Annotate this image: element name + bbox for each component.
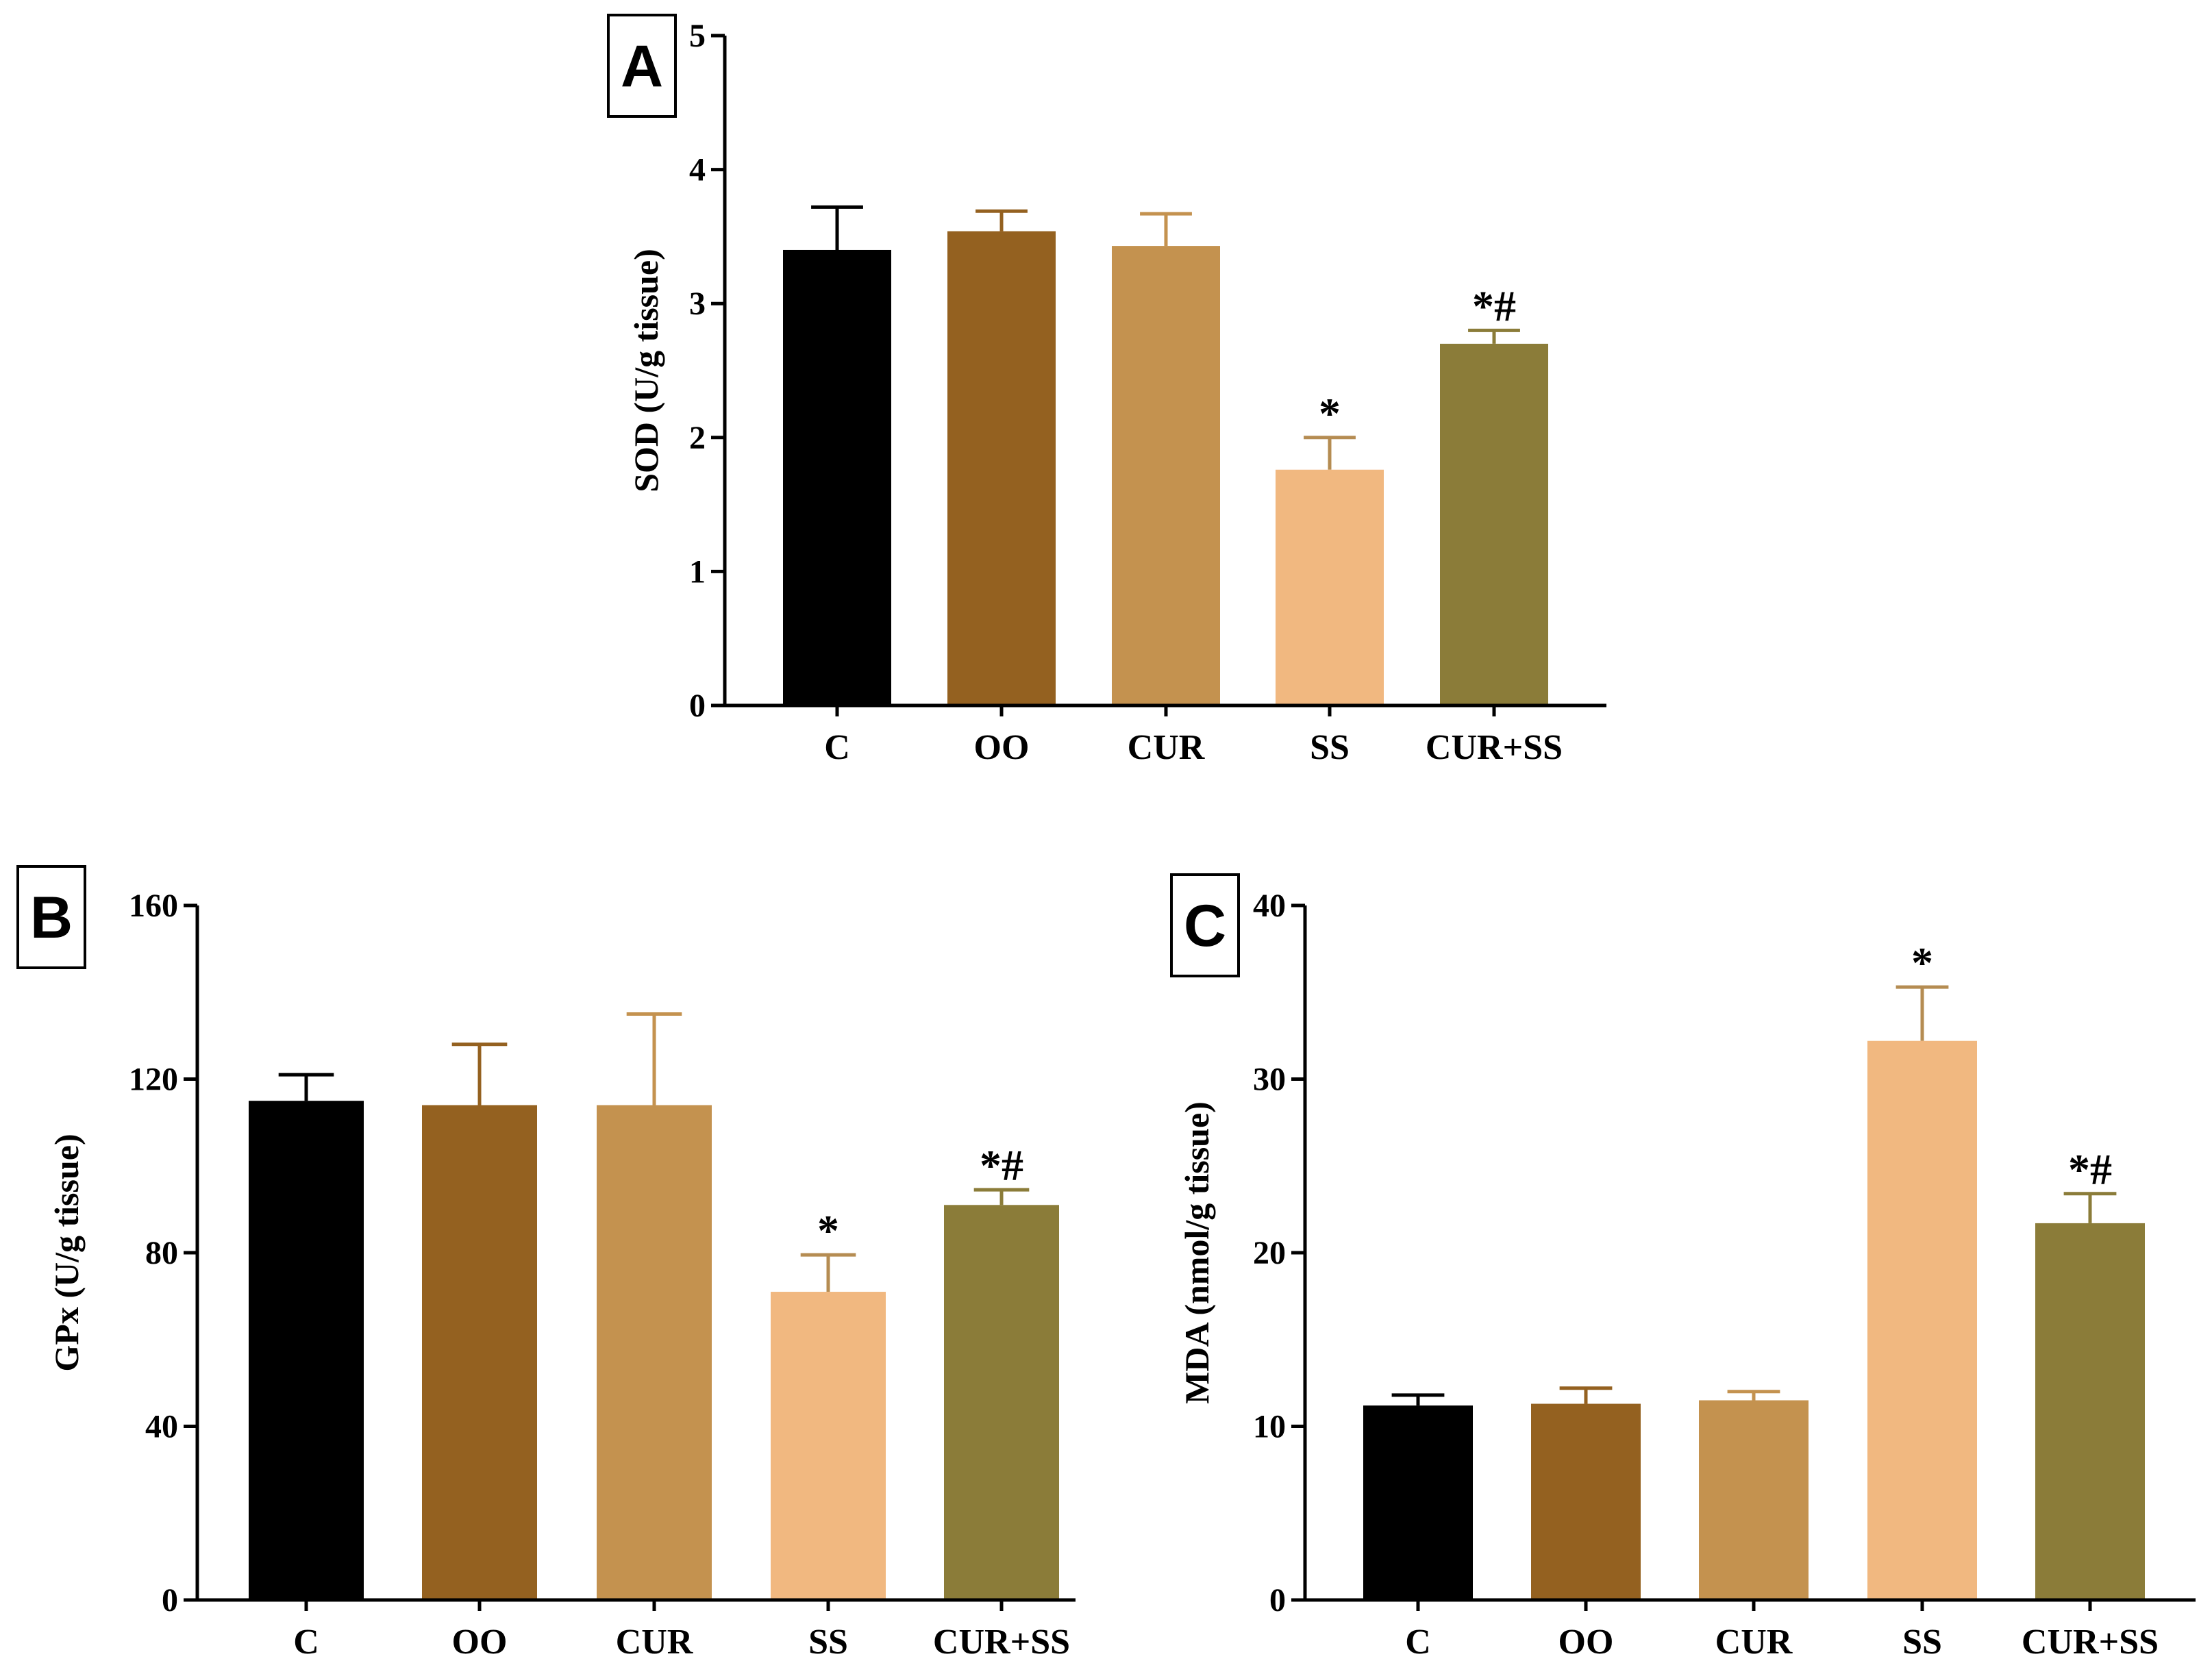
y-tick-label: 10 bbox=[1253, 1409, 1286, 1445]
bar bbox=[947, 231, 1056, 705]
chart-panel-c: C OO CUR * SS *# CUR+SS 0 10 20 30 40 MDA (nmol/g ti… bbox=[1170, 873, 2196, 1662]
y-tick-label: 30 bbox=[1253, 1062, 1286, 1098]
y-tick-label: 0 bbox=[162, 1582, 178, 1618]
y-tick-label: 4 bbox=[689, 152, 706, 188]
category-label: CUR+SS bbox=[2022, 1623, 2159, 1662]
category-label: SS bbox=[1310, 728, 1350, 767]
y-tick-label: 80 bbox=[145, 1235, 178, 1271]
bar bbox=[249, 1101, 364, 1600]
significance-label: * bbox=[1911, 938, 1933, 987]
category-label: SS bbox=[808, 1623, 848, 1662]
y-axis-title: GPx (U/g tissue) bbox=[47, 1134, 86, 1371]
panel-letter: A bbox=[621, 34, 663, 99]
category-label: CUR+SS bbox=[933, 1623, 1070, 1662]
bar bbox=[771, 1292, 886, 1600]
chart-panel-a: C OO CUR * SS *# CUR+SS 0 1 2 3 4 5 SOD (U/g tissue) A bbox=[607, 14, 1606, 767]
category-label: OO bbox=[452, 1623, 508, 1662]
chart-panel-b: C OO CUR * SS *# CUR+SS 0 40 80 120 160 GPx (U/g tis… bbox=[16, 865, 1076, 1662]
category-label: CUR bbox=[1128, 728, 1206, 767]
panel-letter-box bbox=[1170, 873, 1240, 977]
y-tick-label: 5 bbox=[689, 18, 706, 54]
bar bbox=[1531, 1403, 1641, 1600]
bar bbox=[2035, 1223, 2145, 1600]
y-tick-label: 0 bbox=[1269, 1582, 1286, 1618]
bar bbox=[597, 1105, 712, 1600]
bar bbox=[1112, 246, 1220, 705]
panel-letter-box bbox=[16, 865, 86, 969]
bar bbox=[1363, 1405, 1473, 1600]
y-tick-label: 2 bbox=[689, 420, 706, 456]
bar bbox=[1276, 469, 1384, 705]
category-label: CUR+SS bbox=[1426, 728, 1563, 767]
y-tick-label: 3 bbox=[689, 286, 706, 322]
category-label: C bbox=[824, 728, 850, 767]
significance-label: *# bbox=[980, 1141, 1023, 1190]
bar bbox=[1440, 343, 1548, 705]
y-tick-label: 40 bbox=[145, 1409, 178, 1445]
category-label: OO bbox=[974, 728, 1030, 767]
bar bbox=[783, 249, 891, 706]
panel-letter: C bbox=[1184, 893, 1226, 959]
significance-label: * bbox=[817, 1206, 839, 1255]
category-label: CUR bbox=[1715, 1623, 1793, 1662]
bar bbox=[944, 1205, 1059, 1600]
y-axis-title: MDA (nmol/g tissue) bbox=[1178, 1101, 1216, 1404]
y-tick-label: 0 bbox=[689, 688, 706, 724]
significance-label: * bbox=[1319, 389, 1341, 438]
bar bbox=[1867, 1040, 1977, 1600]
bar bbox=[422, 1105, 537, 1600]
y-axis-title: SOD (U/g tissue) bbox=[627, 249, 665, 492]
y-tick-label: 160 bbox=[129, 888, 178, 924]
significance-label: *# bbox=[2068, 1145, 2112, 1194]
category-label: C bbox=[293, 1623, 319, 1662]
bar bbox=[1699, 1400, 1809, 1600]
category-label: OO bbox=[1558, 1623, 1614, 1662]
category-label: SS bbox=[1902, 1623, 1942, 1662]
significance-label: *# bbox=[1472, 282, 1516, 330]
y-tick-label: 1 bbox=[689, 553, 706, 590]
y-tick-label: 40 bbox=[1253, 888, 1286, 924]
category-label: C bbox=[1405, 1623, 1431, 1662]
y-tick-label: 120 bbox=[129, 1062, 178, 1098]
y-tick-label: 20 bbox=[1253, 1235, 1286, 1271]
category-label: CUR bbox=[616, 1623, 694, 1662]
panel-letter: B bbox=[30, 885, 73, 951]
panel-letter-box bbox=[607, 14, 677, 118]
